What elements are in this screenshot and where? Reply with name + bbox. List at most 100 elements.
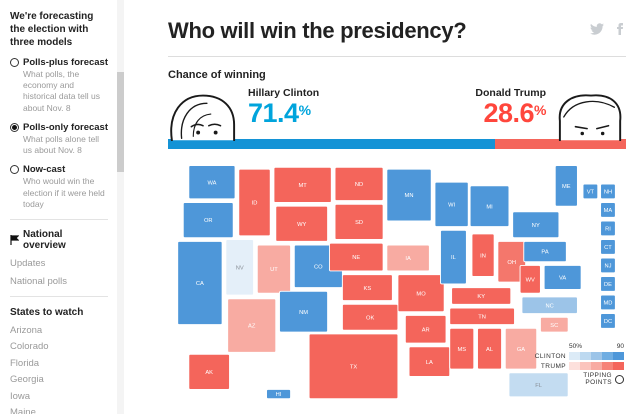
clinton-name: Hillary Clinton: [248, 87, 320, 99]
state-TX[interactable]: [308, 333, 399, 400]
model-label: Polls-only forecast: [23, 121, 108, 133]
state-CT[interactable]: [600, 239, 616, 255]
state-NJ[interactable]: [600, 257, 616, 274]
page-title: Who will win the presidency?: [168, 18, 467, 43]
radio-button[interactable]: [10, 165, 19, 175]
state-NC[interactable]: [521, 296, 578, 314]
clinton-color-scale: [569, 352, 624, 360]
state-RI[interactable]: [600, 220, 616, 237]
state-TN[interactable]: [449, 307, 515, 326]
state-DE[interactable]: [600, 276, 616, 292]
legend-clinton-label: CLINTON: [534, 352, 566, 360]
legend-swatch: [591, 362, 602, 370]
state-WY[interactable]: [275, 205, 329, 242]
share-buttons: [590, 22, 626, 36]
flag-icon: [10, 234, 19, 245]
clinton-illustration: [170, 94, 236, 141]
state-WA[interactable]: [188, 165, 236, 200]
legend-swatch: [569, 352, 580, 360]
legend-trump-label: TRUMP: [540, 362, 566, 370]
radio-button[interactable]: [10, 58, 19, 67]
state-link-georgia[interactable]: Georgia: [10, 374, 44, 386]
state-link-maine[interactable]: Maine: [10, 407, 36, 414]
twitter-icon[interactable]: [590, 22, 604, 36]
state-SD[interactable]: [334, 203, 384, 240]
state-VT[interactable]: [582, 183, 599, 200]
state-NV[interactable]: [225, 239, 255, 296]
state-AK[interactable]: [188, 353, 230, 390]
tipping-point-icon: [615, 374, 624, 384]
model-description: What polls alone tell us about Nov. 8: [23, 133, 100, 156]
state-MT[interactable]: [273, 166, 332, 203]
state-IA[interactable]: [386, 244, 430, 272]
state-MO[interactable]: [397, 274, 445, 313]
trump-win-probability: 28.6%: [483, 98, 546, 128]
state-MD[interactable]: [600, 294, 616, 311]
sidebar-item-national-overview[interactable]: National overview: [10, 229, 108, 251]
state-SC[interactable]: [539, 316, 569, 333]
facebook-icon[interactable]: [614, 22, 626, 36]
legend-swatch: [591, 352, 602, 360]
state-WV[interactable]: [519, 264, 541, 294]
main-content: Who will win the presidency? Chance of w…: [124, 0, 640, 414]
trump-color-scale: [569, 362, 624, 370]
state-KY[interactable]: [451, 287, 512, 305]
map-area: WA OR CA NV ID MT WY UT CO AZ NM ND SD NE KS OK TX MN IA MO…: [168, 161, 626, 413]
state-NH[interactable]: [600, 183, 616, 200]
state-UT[interactable]: [256, 244, 292, 294]
state-AZ[interactable]: [227, 298, 277, 353]
state-NE[interactable]: [328, 242, 384, 272]
legend-swatch: [580, 362, 591, 370]
state-VA[interactable]: [543, 264, 582, 290]
state-link-florida[interactable]: Florida: [10, 357, 40, 369]
scrollbar-thumb[interactable]: [117, 72, 124, 172]
state-AL[interactable]: [477, 327, 503, 370]
sidebar-link-national-polls[interactable]: National polls: [10, 275, 68, 287]
state-MN[interactable]: [386, 168, 432, 222]
state-AR[interactable]: [404, 314, 447, 344]
state-WI[interactable]: [434, 181, 469, 228]
state-NY[interactable]: [512, 211, 560, 239]
state-NM[interactable]: [279, 290, 329, 333]
state-KS[interactable]: [341, 274, 393, 302]
state-link-arizona[interactable]: Arizona: [10, 324, 43, 336]
state-DC[interactable]: [600, 313, 616, 329]
clinton-bar-segment: [168, 139, 495, 149]
model-label: Now-cast: [23, 164, 66, 176]
state-FL[interactable]: [508, 372, 569, 398]
sidebar-link-updates[interactable]: Updates: [10, 257, 46, 269]
state-HI[interactable]: [266, 388, 292, 400]
state-PA[interactable]: [523, 240, 567, 263]
clinton-summary: Hillary Clinton 71.4%: [248, 87, 319, 127]
model-option-2[interactable]: Now-cast Who would win the election if it…: [10, 164, 108, 210]
state-OK[interactable]: [341, 303, 399, 331]
state-IL[interactable]: [440, 229, 467, 285]
state-CA[interactable]: [177, 240, 223, 326]
state-ND[interactable]: [334, 166, 384, 202]
sidebar-links: Updates National polls: [10, 258, 108, 287]
states-to-watch-list: ArizonaColoradoFloridaGeorgiaIowaMaineMi…: [10, 325, 108, 414]
sidebar: We're forecasting the election with thre…: [0, 0, 124, 414]
model-option-0[interactable]: Polls-plus forecast What polls, the econo…: [10, 57, 108, 114]
model-label: Polls-plus forecast: [23, 57, 108, 68]
state-IN[interactable]: [471, 233, 495, 277]
state-link-colorado[interactable]: Colorado: [10, 341, 49, 353]
state-GA[interactable]: [504, 327, 538, 370]
state-MS[interactable]: [449, 327, 475, 370]
sidebar-scrollbar[interactable]: [117, 0, 124, 414]
model-option-1[interactable]: Polls-only forecast What polls alone tell…: [10, 122, 108, 156]
trump-summary: Donald Trump 28.6%: [475, 87, 546, 127]
win-probability-bar: [168, 139, 626, 149]
states-to-watch-heading: States to watch: [10, 306, 84, 318]
state-MI[interactable]: [469, 185, 510, 228]
trump-illustration: [558, 94, 622, 141]
state-link-iowa[interactable]: Iowa: [10, 390, 31, 402]
state-OR[interactable]: [182, 202, 234, 239]
trump-name: Donald Trump: [475, 87, 546, 99]
state-MA[interactable]: [600, 202, 616, 218]
radio-button[interactable]: [10, 122, 19, 132]
state-ID[interactable]: [238, 168, 271, 237]
state-LA[interactable]: [408, 346, 451, 377]
state-ME[interactable]: [554, 165, 578, 207]
